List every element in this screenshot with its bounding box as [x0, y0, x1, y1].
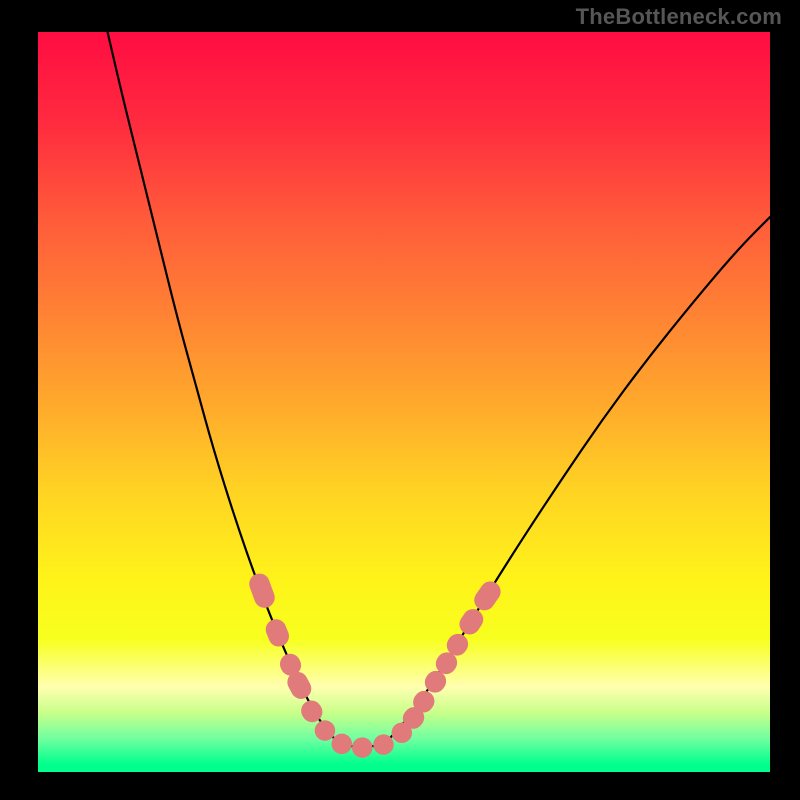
watermark-text: TheBottleneck.com [576, 4, 782, 30]
bottleneck-curve-plot [38, 32, 770, 772]
data-marker [352, 737, 372, 757]
chart-container: TheBottleneck.com [0, 0, 800, 800]
plot-background [38, 32, 770, 772]
